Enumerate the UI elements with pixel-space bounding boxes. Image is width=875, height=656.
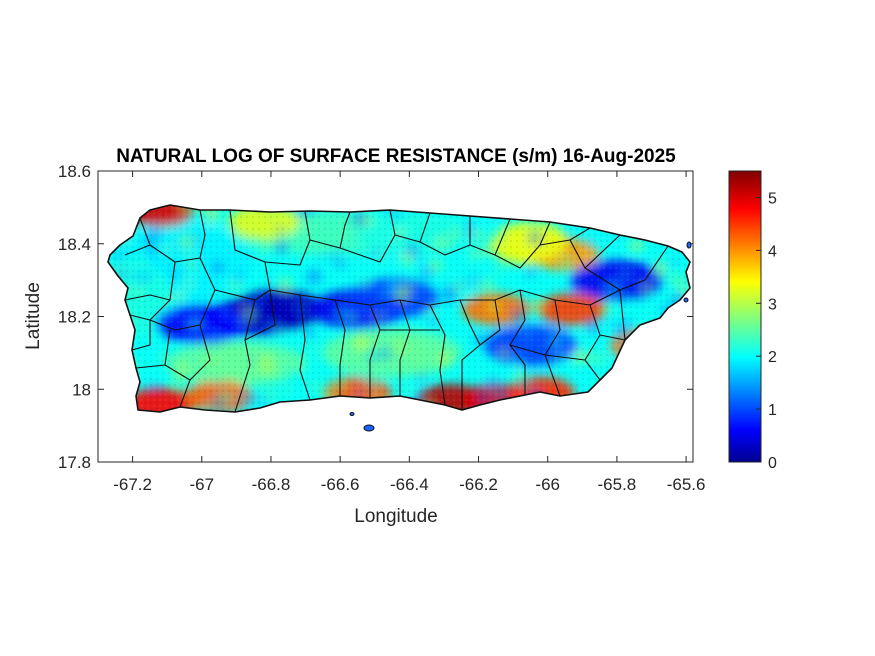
y-axis-label: Latitude (23, 282, 44, 350)
x-tick-label: -66.2 (459, 475, 498, 494)
colorbar-tick-label: 2 (768, 349, 777, 366)
municipality-border (229, 209, 271, 291)
colorbar: 0 1 2 3 4 5 (728, 170, 777, 472)
y-axis: 17.8 18 18.2 18.4 18.6 (58, 162, 693, 472)
municipality-border (619, 289, 626, 341)
x-tick-label: -67 (189, 475, 214, 494)
islet (363, 424, 375, 432)
coastline (107, 204, 691, 413)
municipality-border (544, 354, 586, 361)
municipality-border (179, 324, 211, 408)
municipality-border (149, 289, 216, 331)
municipality-border (234, 299, 256, 413)
municipality-border (519, 289, 561, 397)
municipality-border (429, 299, 481, 410)
colorbar-ticks: 0 1 2 3 4 5 (756, 190, 777, 472)
islet (349, 412, 355, 416)
islet (686, 241, 692, 249)
municipality-border (124, 244, 151, 256)
y-tick-label: 18.4 (58, 235, 91, 254)
colorbar-tick-label: 1 (768, 402, 777, 419)
colorbar-gradient (728, 170, 762, 463)
y-tick-label: 18.2 (58, 308, 91, 327)
municipality-border (460, 299, 501, 346)
municipality-boundaries (124, 209, 669, 413)
y-tick-label: 17.8 (58, 453, 91, 472)
municipality-border (509, 344, 546, 356)
municipality-border (589, 289, 621, 306)
x-tick-label: -66.8 (252, 475, 291, 494)
offshore-islets (349, 241, 692, 432)
municipality-border (124, 294, 171, 301)
municipality-border (129, 261, 176, 321)
municipality-border (139, 217, 201, 263)
municipality-border (299, 294, 346, 396)
municipality-border (264, 211, 311, 266)
x-axis: -67.2 -67 -66.8 -66.6 -66.4 -66.2 -66 -65.8 -65.… (113, 171, 705, 494)
x-tick-label: -65.8 (598, 475, 637, 494)
x-tick-label: -65.6 (667, 475, 706, 494)
municipality-border (494, 289, 526, 395)
municipality-border (599, 334, 626, 341)
municipality-border (299, 294, 311, 401)
x-tick-label: -67.2 (113, 475, 152, 494)
municipality-border (214, 289, 301, 301)
map-title: NATURAL LOG OF SURFACE RESISTANCE (s/m) … (116, 146, 676, 167)
municipality-border (244, 289, 276, 341)
municipality-border (494, 221, 551, 269)
municipality-border (419, 216, 471, 256)
x-tick-label: -66 (535, 475, 560, 494)
islet (683, 297, 689, 303)
y-tick-label: 18 (72, 380, 91, 399)
colorbar-tick-label: 0 (768, 455, 777, 472)
municipality-border (399, 299, 446, 406)
x-tick-label: -66.4 (390, 475, 429, 494)
municipality-border (309, 211, 351, 249)
colorbar-tick-label: 5 (768, 190, 777, 207)
municipality-border (131, 320, 151, 351)
x-tick-label: -66.6 (321, 475, 360, 494)
municipality-border (164, 329, 171, 366)
y-tick-label: 18.6 (58, 162, 91, 181)
x-axis-label: Longitude (354, 506, 437, 527)
municipality-border (199, 209, 216, 291)
colorbar-tick-label: 3 (768, 296, 777, 313)
colorbar-tick-label: 4 (768, 243, 777, 260)
municipality-border (584, 245, 669, 291)
municipality-border (339, 209, 396, 263)
